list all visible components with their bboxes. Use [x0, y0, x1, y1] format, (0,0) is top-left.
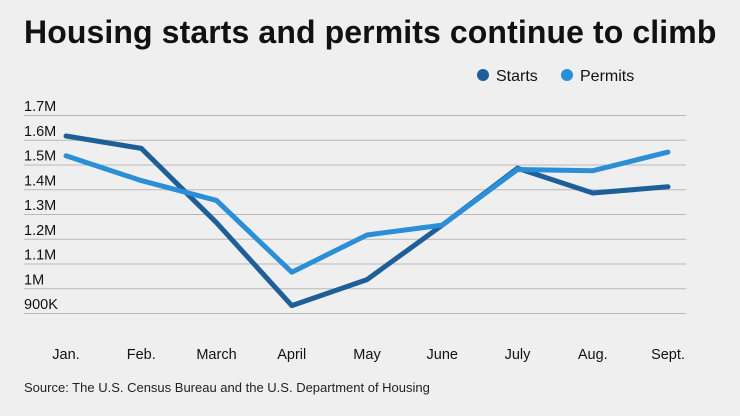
chart-title: Housing starts and permits continue to c… — [24, 14, 717, 50]
series-lines — [63, 133, 671, 309]
x-tick-label: Aug. — [578, 347, 608, 363]
y-tick-label: 1.5M — [24, 149, 56, 165]
x-tick-label: July — [505, 347, 532, 363]
x-tick-label: March — [196, 347, 236, 363]
x-tick-label: April — [277, 347, 306, 363]
x-tick-label: May — [353, 347, 381, 363]
source-note: Source: The U.S. Census Bureau and the U… — [24, 380, 430, 395]
legend-label-starts: Starts — [496, 68, 538, 85]
y-axis-ticks: 900K 1M 1.1M 1.2M 1.3M 1.4M 1.5M 1.6M 1.7M — [24, 99, 58, 313]
legend-marker-starts — [477, 69, 489, 81]
y-tick-label: 1.7M — [24, 99, 56, 115]
x-axis-ticks: Jan. Feb. March April May June July Aug. Sept. — [52, 347, 685, 363]
legend: Starts Permits — [477, 68, 634, 85]
gridlines — [24, 115, 686, 314]
y-tick-label: 1.1M — [24, 248, 56, 264]
y-tick-label: 1.2M — [24, 223, 56, 239]
series-line-starts — [63, 133, 671, 309]
y-tick-label: 900K — [24, 297, 58, 313]
legend-label-permits: Permits — [580, 68, 634, 85]
y-tick-label: 1.6M — [24, 124, 56, 140]
series-line-permits — [63, 149, 671, 275]
y-tick-label: 1.4M — [24, 173, 56, 189]
y-tick-label: 1M — [24, 272, 44, 288]
x-tick-label: Jan. — [52, 347, 79, 363]
x-tick-label: Feb. — [127, 347, 156, 363]
y-tick-label: 1.3M — [24, 198, 56, 214]
legend-marker-permits — [561, 69, 573, 81]
x-tick-label: Sept. — [651, 347, 685, 363]
x-tick-label: June — [427, 347, 458, 363]
